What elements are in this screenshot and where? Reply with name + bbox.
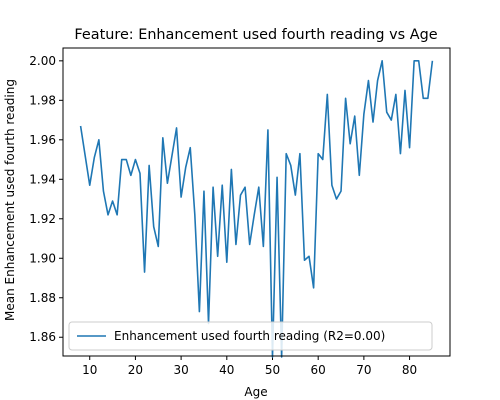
x-tick-label: 20 (128, 363, 143, 377)
y-tick-label: 2.00 (29, 54, 56, 68)
x-tick-label: 60 (311, 363, 326, 377)
y-tick-label: 1.92 (29, 212, 56, 226)
x-tick-label: 50 (265, 363, 280, 377)
legend-label: Enhancement used fourth reading (R2=0.00… (114, 329, 385, 343)
legend: Enhancement used fourth reading (R2=0.00… (68, 321, 433, 351)
legend-box (68, 321, 433, 351)
x-tick-label: 10 (82, 363, 97, 377)
x-axis-label: Age (244, 385, 267, 399)
y-axis: 1.86 1.88 1.90 1.92 1.94 1.96 1.98 2.00 (29, 54, 63, 344)
y-axis-label: Mean Enhancement used fourth reading (3, 79, 17, 321)
y-tick-label: 1.88 (29, 291, 56, 305)
x-tick-label: 80 (402, 363, 417, 377)
y-tick-label: 1.96 (29, 133, 56, 147)
series-layer (79, 60, 434, 358)
x-tick-label: 70 (356, 363, 371, 377)
x-tick-label: 30 (173, 363, 188, 377)
series-line (79, 60, 434, 358)
x-tick-label: 40 (219, 363, 234, 377)
plot-area-frame (62, 47, 451, 357)
y-tick-label: 1.90 (29, 251, 56, 265)
x-axis: 10 20 30 40 50 60 70 80 (82, 356, 417, 377)
y-tick-label: 1.94 (29, 172, 56, 186)
chart-title: Feature: Enhancement used fourth reading… (74, 27, 437, 43)
y-tick-label: 1.86 (29, 330, 56, 344)
y-tick-label: 1.98 (29, 93, 56, 107)
